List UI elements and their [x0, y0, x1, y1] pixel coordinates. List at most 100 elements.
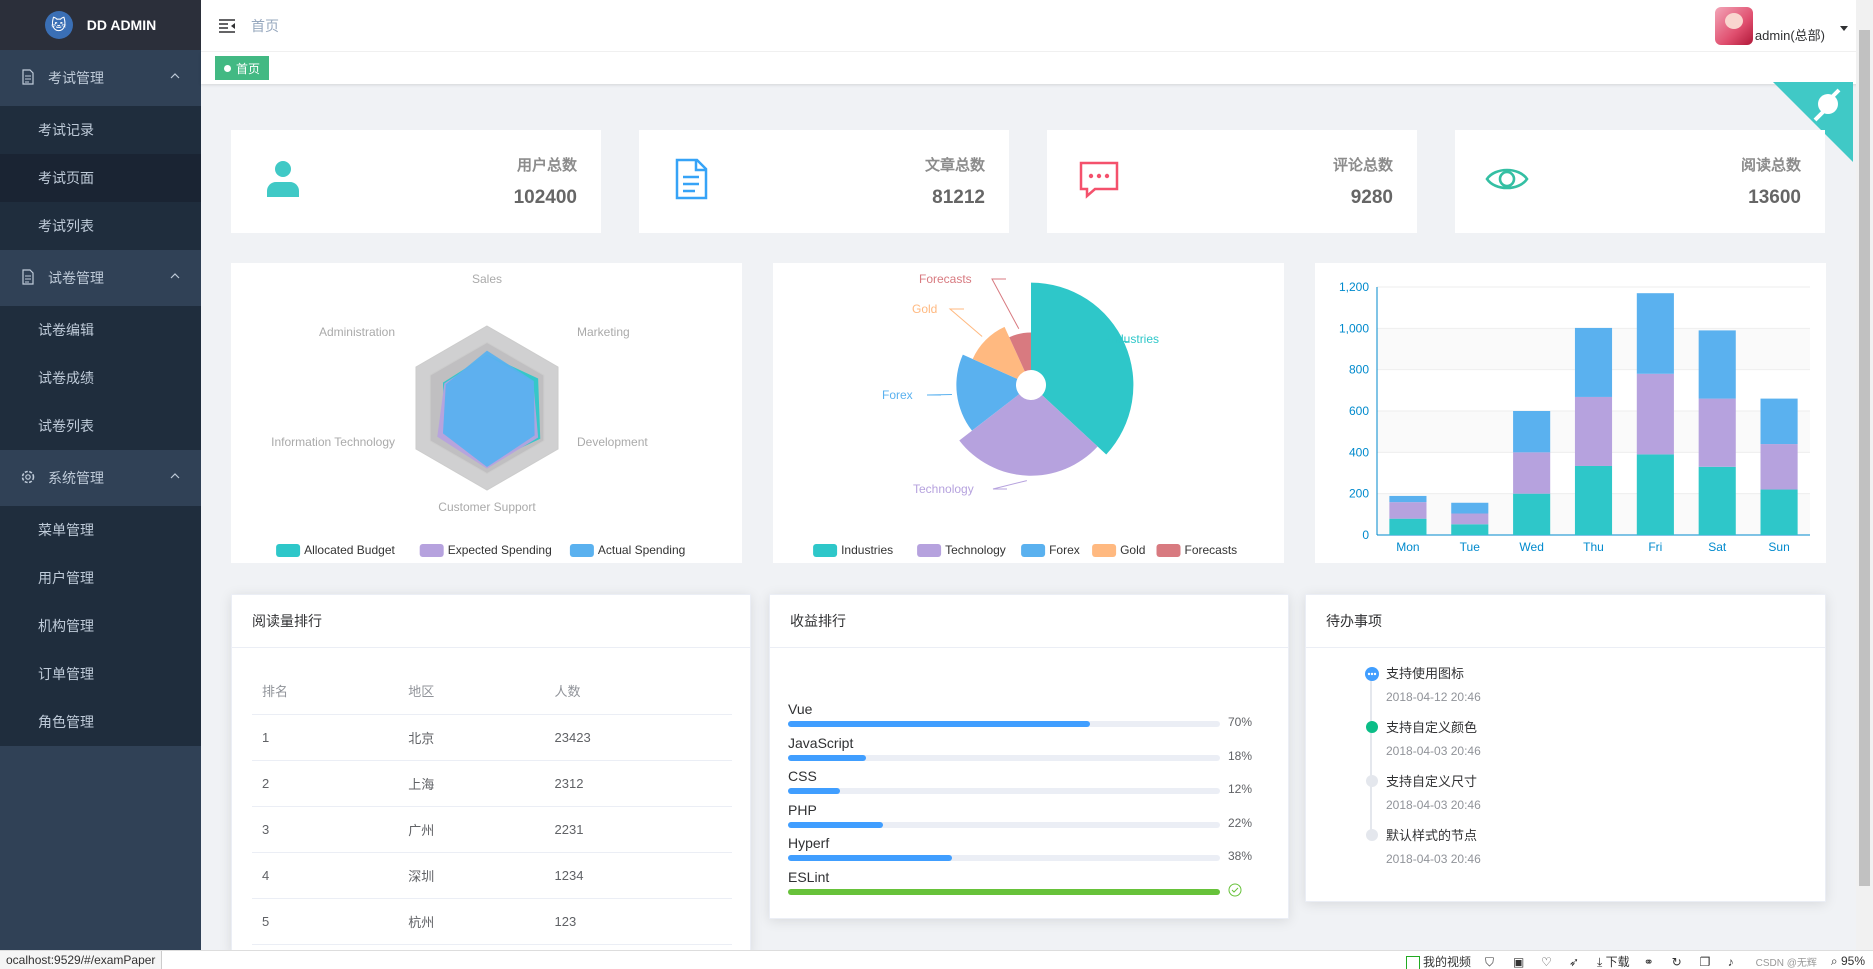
my-video-button[interactable]: 我的视频 — [1405, 953, 1471, 969]
menu-group[interactable]: 考试管理 — [0, 50, 201, 106]
pie-slice[interactable] — [972, 326, 1025, 379]
pie-slice[interactable] — [1009, 332, 1031, 372]
table-row[interactable]: 5 杭州 123 — [252, 898, 732, 945]
timeline-item: 支持使用图标 2018-04-12 20:46 — [1365, 663, 1481, 704]
radar-series-area[interactable] — [442, 350, 535, 468]
stat-card[interactable]: 阅读总数 13600 — [1455, 130, 1825, 233]
menu-group[interactable]: 系统管理 — [0, 450, 201, 506]
github-corner-icon[interactable] — [1773, 82, 1853, 162]
bar-segment[interactable] — [1698, 398, 1736, 467]
legend-swatch[interactable] — [1021, 544, 1046, 557]
rocket-icon[interactable]: ➶ — [1568, 954, 1580, 969]
y-tick-label: 800 — [1349, 363, 1369, 377]
legend-label[interactable]: Allocated Budget — [304, 543, 395, 557]
legend-swatch[interactable] — [276, 544, 301, 557]
table-cell: 1 — [252, 714, 399, 761]
bar-segment[interactable] — [1760, 489, 1798, 535]
legend-swatch[interactable] — [917, 544, 942, 557]
pie-slice[interactable] — [1031, 282, 1134, 455]
bar-segment[interactable] — [1760, 444, 1798, 490]
bar-segment[interactable] — [1513, 452, 1551, 494]
pie-slice-label: Gold — [912, 302, 937, 316]
table-row[interactable]: 4 深圳 1234 — [252, 852, 732, 899]
bar-segment[interactable] — [1636, 454, 1674, 535]
caret-down-icon[interactable] — [1839, 25, 1849, 33]
legend-swatch[interactable] — [569, 544, 594, 557]
hamburger-icon[interactable] — [217, 16, 237, 36]
main-area: 首页 admin(总部) 首页 用户总数 102400 文章总数 81212 评论总数 9… — [201, 0, 1873, 954]
menu-item[interactable]: 订单管理 — [0, 650, 201, 698]
legend-label[interactable]: Technology — [945, 543, 1006, 557]
stat-card[interactable]: 评论总数 9280 — [1047, 130, 1417, 233]
radar-indicator-label: Administration — [319, 325, 395, 339]
legend-swatch[interactable] — [813, 544, 838, 557]
menu-group[interactable]: 试卷管理 — [0, 250, 201, 306]
bar-segment[interactable] — [1451, 502, 1489, 514]
legend-swatch[interactable] — [419, 544, 444, 557]
stat-card[interactable]: 用户总数 102400 — [231, 130, 601, 233]
volume-icon[interactable]: ♪ — [1727, 954, 1734, 969]
refresh-icon[interactable]: ↻ — [1671, 954, 1682, 969]
bar-segment[interactable] — [1636, 293, 1674, 374]
bar-segment[interactable] — [1513, 411, 1551, 453]
table-row[interactable]: 3 广州 2231 — [252, 806, 732, 853]
scrollbar-thumb[interactable] — [1859, 30, 1870, 886]
heart-icon[interactable]: ♡ — [1540, 954, 1552, 969]
menu-item[interactable]: 角色管理 — [0, 698, 201, 746]
menu-item[interactable]: 试卷列表 — [0, 402, 201, 450]
legend-label[interactable]: Industries — [841, 543, 893, 557]
menu-item[interactable]: 用户管理 — [0, 554, 201, 602]
menu-item[interactable]: 考试列表 — [0, 202, 201, 250]
bar-segment[interactable] — [1760, 398, 1798, 445]
pie-slice[interactable] — [959, 394, 1098, 476]
logo-cat-icon: 🐱 — [44, 11, 73, 39]
pie-slice[interactable] — [956, 354, 1020, 431]
bar-segment[interactable] — [1389, 495, 1427, 503]
bar-segment[interactable] — [1389, 502, 1427, 519]
username[interactable]: admin(总部) — [1754, 28, 1825, 43]
bar-segment[interactable] — [1574, 327, 1613, 397]
legend-label[interactable]: Gold — [1120, 543, 1145, 557]
legend-label[interactable]: Actual Spending — [598, 543, 685, 557]
scrollbar[interactable] — [1856, 0, 1873, 950]
bar-segment[interactable] — [1698, 466, 1736, 535]
menu-item[interactable]: 菜单管理 — [0, 506, 201, 554]
sidebar-logo[interactable]: 🐱 DD ADMIN — [0, 0, 201, 50]
zoom-level[interactable]: ⌕ 95% — [1830, 954, 1865, 968]
column-header: 人数 — [544, 668, 732, 715]
menu-item[interactable]: 试卷编辑 — [0, 306, 201, 354]
download-button[interactable]: ⤓ 下载 — [1596, 955, 1630, 969]
avatar[interactable] — [1714, 7, 1753, 45]
radar-indicator-label: Development — [577, 435, 648, 449]
bar-segment[interactable] — [1389, 518, 1427, 535]
tag-home[interactable]: 首页 — [215, 56, 270, 80]
bar-segment[interactable] — [1451, 513, 1489, 525]
legend-label[interactable]: Forecasts — [1185, 543, 1238, 557]
legend-label[interactable]: Expected Spending — [448, 543, 552, 557]
bar-segment[interactable] — [1451, 524, 1489, 535]
window-icon[interactable]: ❐ — [1699, 954, 1711, 969]
bar-segment[interactable] — [1513, 493, 1551, 535]
sidebar-menu: 考试管理 考试记录 考试页面 考试列表 试卷管理 试卷编辑 试卷成绩 试卷列表 系统管理 菜单管理… — [0, 50, 201, 746]
glasses-icon[interactable]: ⚭ — [1643, 954, 1654, 969]
menu-item[interactable]: 试卷成绩 — [0, 354, 201, 402]
legend-label[interactable]: Forex — [1049, 543, 1080, 557]
progress-fill — [788, 821, 884, 828]
bar-segment[interactable] — [1574, 396, 1613, 466]
menu-item[interactable]: 考试记录 — [0, 106, 201, 154]
bar-segment[interactable] — [1698, 330, 1736, 399]
menu-item[interactable]: 机构管理 — [0, 602, 201, 650]
bar-segment[interactable] — [1574, 465, 1613, 535]
stat-card[interactable]: 文章总数 81212 — [639, 130, 1009, 233]
table-row[interactable]: 1 北京 23423 — [252, 714, 732, 761]
legend-swatch[interactable] — [1156, 544, 1181, 557]
shield-icon[interactable]: ⛉ — [1484, 954, 1494, 969]
bar-segment[interactable] — [1636, 373, 1674, 455]
table-row[interactable]: 2 上海 2312 — [252, 760, 732, 807]
breadcrumb[interactable]: 首页 — [251, 17, 279, 34]
user-menu[interactable]: admin(总部) — [1714, 7, 1849, 45]
menu-item[interactable]: 考试页面 — [0, 154, 201, 202]
image-icon[interactable]: ▣ — [1512, 954, 1525, 969]
stat-value: 13600 — [1748, 187, 1801, 208]
legend-swatch[interactable] — [1092, 544, 1117, 557]
